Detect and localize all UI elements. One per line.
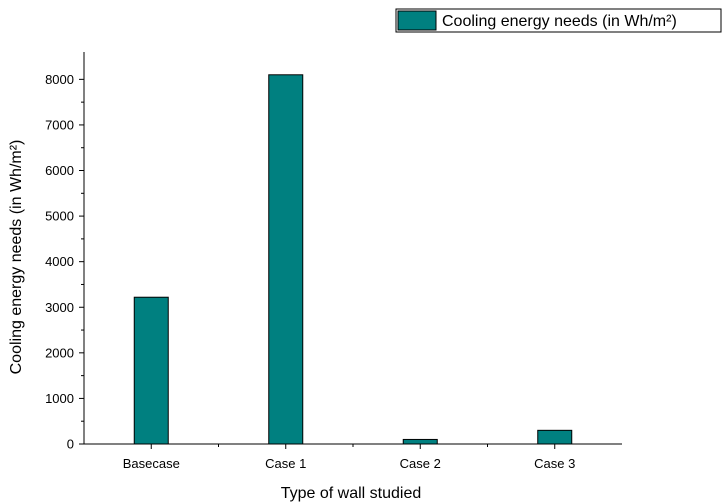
y-axis: 0 1000 2000 3000 4000 5000 6000 7000 8000 (45, 52, 85, 452)
y-tick-label: 1000 (45, 391, 74, 406)
bar (402, 438, 438, 445)
bars-group (133, 74, 573, 445)
y-tick-label: 6000 (45, 163, 74, 178)
y-tick-label: 7000 (45, 117, 74, 132)
x-tick-label: Basecase (123, 456, 180, 471)
x-tick-label: Case 1 (265, 456, 306, 471)
legend-label: Cooling energy needs (in Wh/m²) (442, 13, 677, 30)
y-tick-label: 3000 (45, 300, 74, 315)
y-tick-label: 8000 (45, 72, 74, 87)
bar (268, 74, 304, 445)
x-tick-label: Case 3 (534, 456, 575, 471)
bar (537, 429, 573, 445)
legend-swatch (397, 10, 437, 31)
x-tick-label: Case 2 (400, 456, 441, 471)
y-tick-label: 0 (67, 437, 74, 452)
y-tick-label: 5000 (45, 209, 74, 224)
legend: Cooling energy needs (in Wh/m²) (395, 8, 722, 33)
x-axis-title: Type of wall studied (281, 485, 422, 502)
x-axis: Basecase Case 1 Case 2 Case 3 (84, 443, 622, 471)
bar (133, 296, 169, 445)
y-axis-title: Cooling energy needs (in Wh/m²) (8, 140, 25, 375)
y-tick-label: 4000 (45, 254, 74, 269)
legend-frame (395, 8, 722, 33)
y-tick-label: 2000 (45, 345, 74, 360)
